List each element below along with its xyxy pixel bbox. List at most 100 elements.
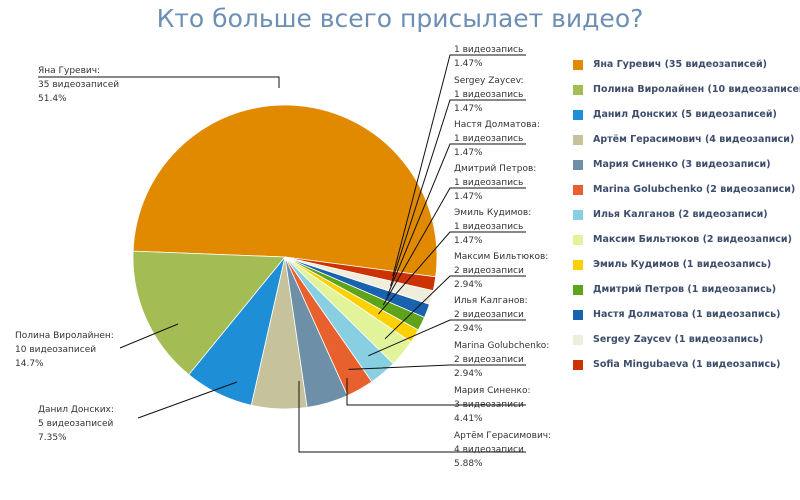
callout-leader-line [348, 364, 526, 370]
slice-data-label-line: 5 видеозаписей [38, 419, 114, 429]
callout-leader-line [137, 381, 238, 419]
slice-data-label-line: Дмитрий Петров: [454, 164, 536, 174]
slice-data-label-line: Настя Долматова: [454, 120, 540, 130]
callout-leader-line [38, 76, 280, 88]
legend-swatch [573, 59, 583, 70]
slice-data-label: Эмиль Кудимов: 1 видеозапись 1.47% [454, 208, 531, 246]
slice-data-label-line: 1.47% [454, 192, 483, 202]
legend-item[interactable]: Дмитрий Петров (1 видеозапись) [573, 277, 795, 302]
callout-leader-line [386, 143, 526, 296]
slice-data-label-line: Мария Синенко: [454, 386, 531, 396]
legend-label: Илья Калганов (2 видеозаписи) [593, 209, 768, 220]
legend-item[interactable]: Sergey Zaycev (1 видеозапись) [573, 327, 795, 352]
slice-data-label-line: Полина Виролайнен: [15, 331, 114, 341]
slice-data-label-line: 1 видеозапись [454, 178, 523, 188]
slice-data-label-line: 1.47% [454, 104, 483, 114]
slice-data-label-line: 1 видеозапись [454, 90, 523, 100]
slice-data-label-line: 2 видеозаписи [454, 355, 524, 365]
slice-data-label-line: 4.41% [454, 414, 483, 424]
legend-item[interactable]: Артём Герасимович (4 видеозаписи) [573, 127, 795, 152]
slice-data-label-line: Илья Калганов: [454, 296, 528, 306]
legend-label: Sofia Mingubaeva (1 видеозапись) [593, 359, 781, 370]
chart-title: Кто больше всего присылает видео? [156, 4, 644, 33]
callout-leader-line [382, 187, 526, 306]
legend-item[interactable]: Данил Донских (5 видеозаписей) [573, 102, 795, 127]
slice-data-label-line: 35 видеозаписей [38, 80, 119, 90]
slice-data-label: Полина Виролайнен: 10 видеозаписей 14.7% [15, 331, 114, 369]
slice-data-label: Sergey Zaycev: 1 видеозапись 1.47% [454, 76, 524, 114]
slice-data-label-line: Данил Донских: [38, 405, 114, 415]
callout-leader-line [346, 378, 526, 406]
callout-leader-line [392, 54, 526, 277]
pie-slice [132, 250, 286, 376]
legend-label: Данил Донских (5 видеозаписей) [593, 109, 777, 120]
callout-leader-line [368, 319, 526, 357]
slice-data-label-line: Максим Бильтюков: [454, 252, 548, 262]
legend-swatch [573, 134, 583, 145]
slice-data-label-line: 1.47% [454, 148, 483, 158]
slice-data-label-line: 7.35% [38, 433, 67, 443]
legend-item[interactable]: Мария Синенко (3 видеозаписи) [573, 152, 795, 177]
legend-swatch [573, 259, 583, 270]
legend-item[interactable]: Яна Гуревич (35 видеозаписей) [573, 52, 795, 77]
callout-leader-line [119, 323, 179, 349]
slice-data-label-line: 2 видеозаписи [454, 310, 524, 320]
slice-data-label-line: 2.94% [454, 280, 483, 290]
slice-data-label-line: 1.47% [454, 236, 483, 246]
slice-data-label: Данил Донских: 5 видеозаписей 7.35% [38, 405, 114, 443]
legend-item[interactable]: Sofia Mingubaeva (1 видеозапись) [573, 352, 795, 377]
legend-swatch [573, 334, 583, 345]
slice-data-label: Marina Golubchenko: 2 видеозаписи 2.94% [454, 341, 549, 379]
slice-data-label-line: 2.94% [454, 369, 483, 379]
legend-swatch [573, 209, 583, 220]
slice-data-label: 1 видеозапись 1.47% [454, 45, 523, 69]
slice-data-label-line: 14.7% [15, 359, 44, 369]
legend-item[interactable]: Эмиль Кудимов (1 видеозапись) [573, 252, 795, 277]
slice-data-label-line: Яна Гуревич: [38, 66, 100, 76]
slice-data-label-line: 2.94% [454, 324, 483, 334]
legend-label: Яна Гуревич (35 видеозаписей) [593, 59, 767, 70]
legend-item[interactable]: Marina Golubchenko (2 видеозаписи) [573, 177, 795, 202]
slice-data-label: Максим Бильтюков: 2 видеозаписи 2.94% [454, 252, 548, 290]
slice-data-label: Яна Гуревич: 35 видеозаписей 51.4% [38, 66, 119, 104]
legend-swatch [573, 159, 583, 170]
slice-data-label: Илья Калганов: 2 видеозаписи 2.94% [454, 296, 528, 334]
legend-item[interactable]: Илья Калганов (2 видеозаписи) [573, 202, 795, 227]
legend-swatch [573, 359, 583, 370]
pie-slice [284, 256, 437, 292]
slice-data-label-line: 3 видеозаписи [454, 400, 524, 410]
callout-leader-line [390, 99, 526, 287]
legend-label: Полина Виролайнен (10 видеозаписей) [593, 84, 800, 95]
legend-swatch [573, 109, 583, 120]
legend: Яна Гуревич (35 видеозаписей) Полина Виро… [573, 52, 800, 377]
legend-swatch [573, 84, 583, 95]
slice-data-label: Мария Синенко: 3 видеозаписи 4.41% [454, 386, 531, 424]
slice-data-label-line: 1 видеозапись [454, 134, 523, 144]
slice-data-label-line: Sergey Zaycev: [454, 76, 524, 86]
legend-item[interactable]: Максим Бильтюков (2 видеозаписи) [573, 227, 795, 252]
legend-label: Sergey Zaycev (1 видеозапись) [593, 334, 764, 345]
slice-data-label-line: Эмиль Кудимов: [454, 208, 531, 218]
slice-data-label: Настя Долматова: 1 видеозапись 1.47% [454, 120, 540, 158]
slice-data-label: Артём Герасимович: 4 видеозаписи 5.88% [454, 431, 551, 469]
legend-swatch [573, 234, 583, 245]
slice-data-label-line: 5.88% [454, 459, 483, 469]
callout-leader-line [298, 381, 526, 453]
legend-item[interactable]: Настя Долматова (1 видеозапись) [573, 302, 795, 327]
slice-data-label-line: 1.47% [454, 59, 483, 69]
slice-data-label-line: 4 видеозаписи [454, 445, 524, 455]
legend-label: Артём Герасимович (4 видеозаписи) [593, 134, 795, 145]
slice-data-label-line: 51.4% [38, 94, 67, 104]
slice-data-label: Дмитрий Петров: 1 видеозапись 1.47% [454, 164, 536, 202]
callout-leader-line [378, 231, 526, 315]
slice-data-label-line: 2 видеозаписи [454, 266, 524, 276]
legend-item[interactable]: Полина Виролайнен (10 видеозаписей) [573, 77, 800, 102]
slice-data-label-line: Артём Герасимович: [454, 431, 551, 441]
legend-label: Настя Долматова (1 видеозапись) [593, 309, 781, 320]
legend-label: Дмитрий Петров (1 видеозапись) [593, 284, 777, 295]
legend-label: Эмиль Кудимов (1 видеозапись) [593, 259, 772, 270]
legend-swatch [573, 284, 583, 295]
callout-leader-line [384, 275, 526, 340]
legend-swatch [573, 184, 583, 195]
